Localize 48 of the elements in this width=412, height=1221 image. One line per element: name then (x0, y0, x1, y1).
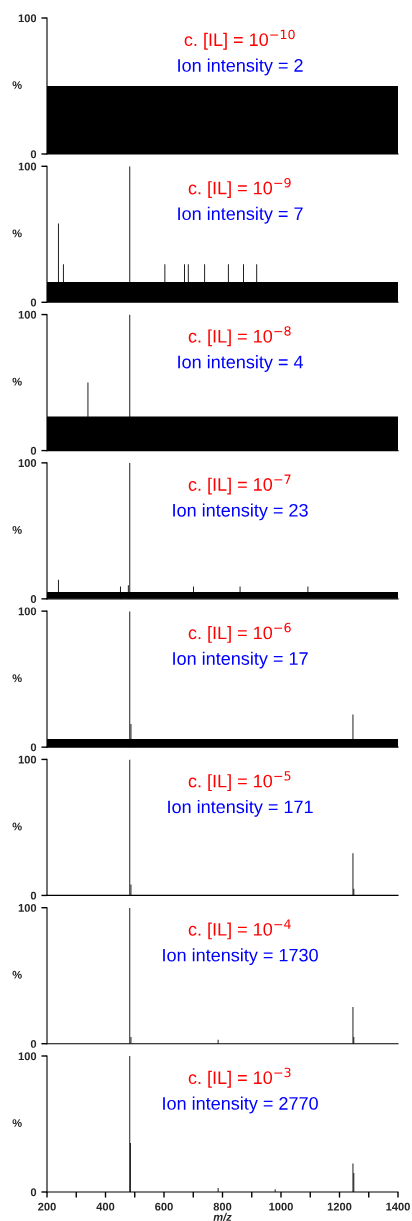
x-tick-label: 800 (213, 1202, 232, 1211)
text: c. [IL] = 10$^{−10}$ (184, 29, 295, 50)
x-tick-label: 400 (96, 1202, 115, 1211)
text: Ion intensity = 2 (178, 58, 303, 76)
x-tick-label: 1400 (386, 1202, 410, 1211)
y-axis-title: % (12, 674, 22, 683)
x-tick-label: 1200 (327, 1202, 352, 1211)
y-axis-title: % (12, 1119, 22, 1127)
y-tick-label: 100 (18, 903, 37, 912)
y-axis-title: % (12, 822, 22, 831)
text: Ion intensity = 7 (178, 206, 303, 224)
y-axis-title: % (12, 81, 22, 89)
y-tick-label: 0 (30, 743, 37, 752)
y-tick-label: 100 (18, 755, 37, 764)
y-axis-title: % (12, 526, 22, 534)
text: c. [IL] = 10$^{−5}$ (188, 771, 291, 792)
y-tick-label: 100 (18, 607, 37, 616)
x-tick-label: 1000 (269, 1202, 293, 1211)
y-tick-label: 0 (30, 1188, 37, 1197)
y-tick-label: 0 (30, 1039, 37, 1048)
text: Ion intensity = 4 (178, 355, 304, 372)
text: c. [IL] = 10$^{−4}$ (188, 919, 291, 940)
text: c. [IL] = 10$^{−9}$ (188, 177, 291, 198)
text: Ion intensity = 171 (168, 799, 313, 817)
y-tick-label: 100 (18, 310, 37, 319)
y-axis-title: % (12, 377, 22, 386)
y-tick-label: 0 (30, 891, 37, 900)
text: Ion intensity = 23 (173, 503, 308, 521)
x-tick-label: 600 (155, 1202, 173, 1211)
y-tick-label: 0 (30, 595, 37, 603)
y-tick-label: 0 (30, 446, 37, 455)
y-axis-title: % (12, 229, 22, 238)
text: c. [IL] = 10$^{−3}$ (188, 1067, 291, 1088)
y-tick-label: 0 (30, 298, 37, 307)
y-tick-label: 100 (18, 1052, 37, 1061)
y-tick-label: 100 (18, 459, 37, 467)
text: Ion intensity = 1730 (163, 948, 318, 966)
text: Ion intensity = 2770 (163, 1096, 318, 1114)
text: c. [IL] = 10$^{−8}$ (188, 326, 291, 347)
text: c. [IL] = 10$^{−7}$ (188, 474, 291, 495)
y-tick-label: 0 (30, 150, 37, 159)
x-tick-label: 200 (38, 1202, 56, 1211)
y-tick-label: 100 (18, 14, 37, 23)
y-tick-label: 100 (18, 162, 37, 171)
text: c. [IL] = 10$^{−6}$ (188, 622, 291, 643)
x-axis-title: m/z (213, 1212, 232, 1221)
text: Ion intensity = 17 (173, 651, 308, 669)
y-axis-title: % (12, 970, 22, 979)
